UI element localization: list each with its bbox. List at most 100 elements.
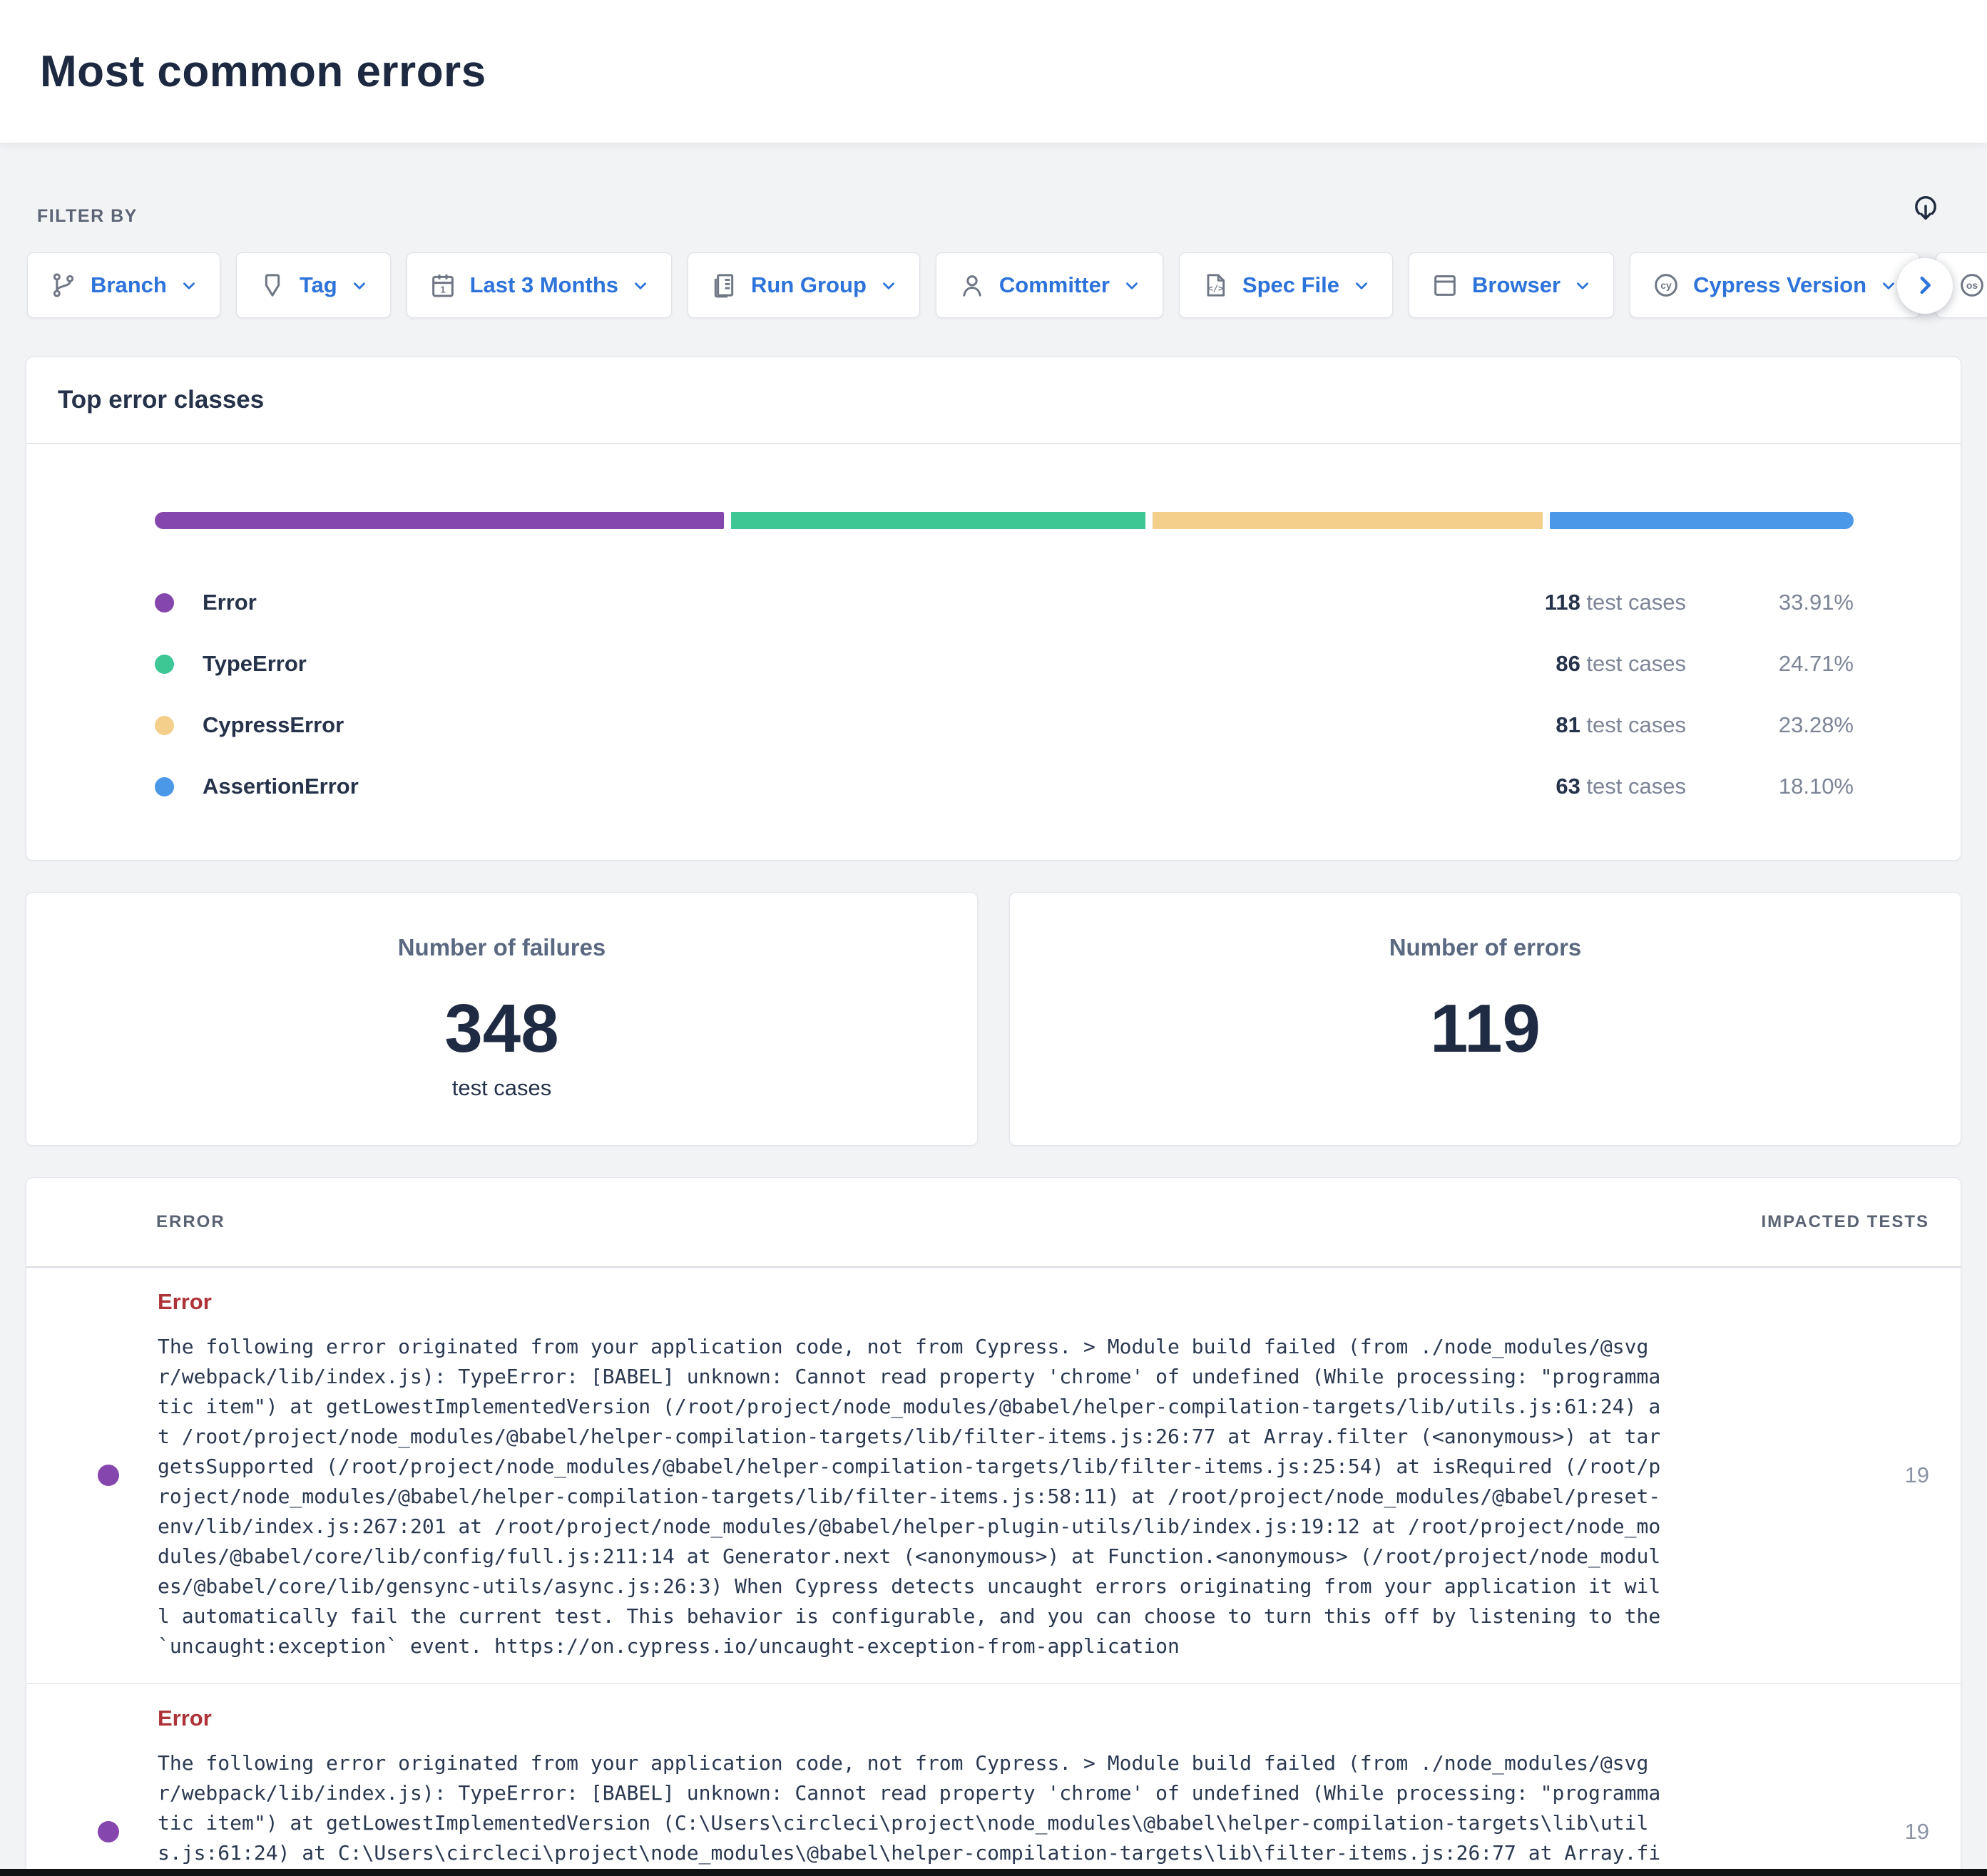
chevron-down-icon: [1123, 274, 1141, 297]
filter-button-date-range[interactable]: 1 Last 3 Months: [406, 252, 673, 318]
stat-subtitle: [1024, 1075, 1946, 1102]
browser-icon: [1431, 271, 1459, 299]
error-class-label: Error: [158, 1289, 212, 1314]
scroll-filters-right-button[interactable]: [1897, 258, 1953, 314]
filter-button-row: Branch Tag 1: [26, 248, 1987, 328]
filter-button-committer[interactable]: Committer: [935, 252, 1163, 318]
filter-button-label: Tag: [299, 272, 337, 297]
legend-row-error: Error 118 test cases 33.91%: [155, 572, 1854, 633]
error-row-main: Error The following error originated fro…: [158, 1289, 1670, 1661]
filter-button-run-group[interactable]: Run Group: [688, 252, 920, 318]
legend-class-name: CypressError: [203, 712, 344, 737]
cypress-version-icon: cy: [1652, 271, 1680, 299]
top-error-classes-header: Top error classes: [26, 357, 1961, 444]
legend-dot-yellow: [155, 715, 174, 735]
errors-table-card: ERROR IMPACTED TESTS Error The following…: [26, 1177, 1961, 1876]
filter-button-label: Run Group: [751, 272, 867, 297]
committer-icon: [958, 271, 986, 299]
errors-count: 119: [1430, 990, 1541, 1067]
legend-count-unit: test cases: [1586, 774, 1686, 799]
branch-icon: [49, 271, 78, 299]
stat-title: Number of errors: [1389, 934, 1582, 960]
error-class-label: Error: [158, 1706, 212, 1731]
stat-cards-row: Number of failures 348 test cases Number…: [26, 892, 1961, 1146]
filter-button-label: Last 3 Months: [469, 272, 619, 297]
legend-class-name: TypeError: [203, 651, 307, 676]
legend-count: 86 test cases: [1556, 651, 1686, 677]
chevron-down-icon: [180, 274, 198, 297]
error-message-text: The following error originated from your…: [158, 1335, 1661, 1658]
chevron-down-icon: [879, 274, 898, 297]
filter-by-label: FILTER BY: [37, 206, 138, 226]
filter-button-label: Branch: [91, 272, 167, 297]
filter-button-label: Browser: [1472, 272, 1561, 297]
legend-count-unit: test cases: [1586, 651, 1686, 676]
os-icon: os: [1958, 271, 1986, 299]
filter-button-branch[interactable]: Branch: [27, 252, 220, 318]
column-header-impacted-tests: IMPACTED TESTS: [1761, 1212, 1929, 1231]
legend-count: 118 test cases: [1545, 590, 1686, 615]
error-class-dot: [98, 1465, 119, 1486]
error-table-row[interactable]: Error The following error originated fro…: [26, 1684, 1961, 1876]
spec-file-icon: </>: [1201, 271, 1230, 299]
page-title: Most common errors: [40, 46, 486, 96]
error-class-dot: [98, 1821, 119, 1842]
legend-row-assertionerror: AssertionError 63 test cases 18.10%: [155, 756, 1854, 817]
chevron-down-icon: [1879, 274, 1898, 297]
impacted-tests-count: 19: [1904, 1462, 1929, 1487]
bar-segment-typeerror: [730, 512, 1145, 529]
legend-dot-blue: [155, 776, 174, 796]
filter-button-label: Cypress Version: [1693, 272, 1867, 297]
chevron-right-icon: [1913, 273, 1937, 299]
legend-count-unit: test cases: [1586, 712, 1686, 737]
main-content: FILTER BY Branch: [0, 190, 1987, 1876]
stat-subtitle: test cases: [451, 1075, 552, 1100]
error-table-row[interactable]: Error The following error originated fro…: [26, 1268, 1961, 1684]
error-row-main: Error The following error originated fro…: [158, 1706, 1670, 1876]
bottom-edge-bar: [0, 1869, 1987, 1876]
legend-class-name: Error: [203, 590, 257, 615]
legend-row-cypresserror: CypressError 81 test cases 23.28%: [155, 694, 1854, 756]
legend-percent: 33.91%: [1778, 590, 1854, 615]
run-group-icon: [710, 271, 738, 299]
legend-count: 63 test cases: [1556, 774, 1686, 799]
impacted-tests-count: 19: [1904, 1819, 1929, 1844]
legend-percent: 23.28%: [1778, 712, 1854, 737]
legend-dot-purple: [155, 593, 174, 612]
number-of-failures-card: Number of failures 348 test cases: [26, 892, 978, 1146]
legend-count-value: 86: [1556, 651, 1580, 676]
top-error-classes-card: Top error classes Error 118 test cases 3…: [26, 357, 1961, 861]
chevron-down-icon: [350, 274, 369, 297]
chevron-down-icon: [1352, 274, 1371, 297]
filter-button-tag[interactable]: Tag: [235, 252, 391, 318]
chevron-down-icon: [1573, 274, 1592, 297]
download-button[interactable]: [1907, 190, 1944, 227]
page-header: Most common errors: [0, 0, 1987, 143]
filter-button-browser[interactable]: Browser: [1409, 252, 1615, 318]
legend-count-value: 118: [1544, 590, 1580, 615]
bar-segment-assertionerror: [1550, 512, 1854, 529]
number-of-errors-card: Number of errors 119: [1009, 892, 1961, 1146]
filter-button-cypress-version[interactable]: cy Cypress Version: [1630, 252, 1921, 318]
svg-text:</>: </>: [1207, 284, 1223, 294]
top-error-classes-title: Top error classes: [58, 386, 265, 414]
error-classes-legend: Error 118 test cases 33.91% TypeError 86…: [155, 572, 1854, 817]
svg-text:1: 1: [440, 285, 446, 295]
legend-count-value: 81: [1556, 712, 1580, 737]
filter-button-spec-file[interactable]: </> Spec File: [1178, 252, 1394, 318]
bar-segment-cypresserror: [1152, 512, 1543, 529]
legend-count: 81 test cases: [1556, 712, 1686, 738]
svg-text:os: os: [1966, 280, 1978, 291]
calendar-icon: 1: [429, 271, 457, 299]
stacked-bar: [155, 512, 1854, 529]
legend-class-name: AssertionError: [203, 774, 359, 799]
legend-percent: 18.10%: [1778, 774, 1854, 799]
error-classes-chart: Error 118 test cases 33.91% TypeError 86…: [26, 444, 1961, 860]
error-message-text: The following error originated from your…: [158, 1751, 1661, 1876]
stat-title: Number of failures: [397, 934, 606, 960]
filter-head: FILTER BY: [26, 190, 1961, 227]
errors-table-header: ERROR IMPACTED TESTS: [26, 1178, 1961, 1266]
legend-count-value: 63: [1556, 774, 1580, 799]
table-divider: [26, 1266, 1961, 1268]
column-header-error: ERROR: [156, 1212, 225, 1231]
